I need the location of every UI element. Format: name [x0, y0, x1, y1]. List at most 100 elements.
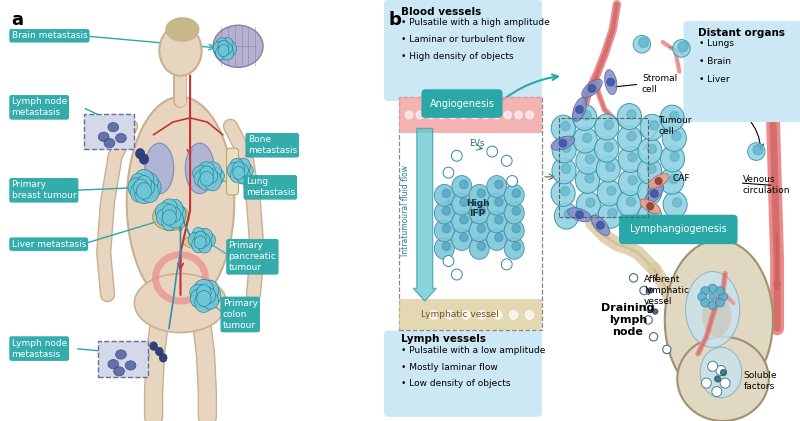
Circle shape	[477, 189, 486, 197]
Circle shape	[576, 106, 583, 113]
Ellipse shape	[486, 229, 506, 250]
Circle shape	[494, 311, 502, 319]
Ellipse shape	[236, 168, 250, 183]
Circle shape	[562, 143, 571, 152]
Ellipse shape	[142, 173, 158, 192]
Circle shape	[561, 122, 570, 131]
Circle shape	[647, 144, 657, 154]
Ellipse shape	[130, 183, 146, 202]
Ellipse shape	[206, 167, 224, 185]
Ellipse shape	[576, 148, 600, 174]
Ellipse shape	[598, 202, 622, 228]
Circle shape	[630, 274, 638, 282]
Circle shape	[582, 111, 591, 120]
Text: Venous
circulation: Venous circulation	[742, 175, 790, 195]
Text: • Lungs: • Lungs	[699, 39, 734, 48]
Ellipse shape	[708, 284, 718, 293]
FancyArrow shape	[414, 128, 436, 301]
Text: Lung
metastasis: Lung metastasis	[246, 177, 295, 197]
Ellipse shape	[576, 192, 600, 218]
Circle shape	[460, 233, 468, 242]
Ellipse shape	[204, 162, 222, 180]
Ellipse shape	[598, 180, 622, 206]
Ellipse shape	[237, 164, 249, 177]
Ellipse shape	[183, 235, 212, 249]
Circle shape	[442, 207, 450, 215]
Ellipse shape	[190, 284, 207, 301]
Circle shape	[576, 211, 583, 218]
Circle shape	[442, 224, 450, 233]
Ellipse shape	[236, 158, 250, 173]
Ellipse shape	[573, 127, 598, 153]
Ellipse shape	[504, 202, 524, 224]
Circle shape	[478, 311, 486, 319]
Circle shape	[702, 378, 711, 388]
Ellipse shape	[213, 42, 225, 55]
Ellipse shape	[115, 133, 126, 143]
Ellipse shape	[134, 179, 148, 196]
Text: Lymph vessels: Lymph vessels	[401, 334, 486, 344]
Circle shape	[443, 256, 454, 266]
Ellipse shape	[638, 138, 662, 164]
Text: Primary
pancreatic
tumour: Primary pancreatic tumour	[229, 241, 276, 272]
Ellipse shape	[434, 202, 454, 224]
Circle shape	[512, 189, 521, 197]
FancyBboxPatch shape	[85, 114, 134, 149]
Ellipse shape	[200, 171, 214, 186]
Ellipse shape	[194, 236, 206, 249]
Circle shape	[502, 155, 512, 166]
Text: Liver metastasis: Liver metastasis	[11, 240, 86, 249]
Circle shape	[460, 180, 468, 189]
Ellipse shape	[202, 293, 218, 309]
FancyBboxPatch shape	[398, 97, 542, 133]
Circle shape	[526, 111, 534, 119]
Ellipse shape	[190, 289, 206, 308]
Ellipse shape	[709, 293, 716, 300]
Ellipse shape	[193, 165, 210, 181]
Circle shape	[650, 333, 658, 341]
Circle shape	[512, 207, 521, 215]
Ellipse shape	[596, 156, 620, 182]
Circle shape	[462, 311, 470, 319]
Ellipse shape	[200, 166, 214, 181]
Ellipse shape	[660, 168, 684, 194]
Text: Primary
colon
tumour: Primary colon tumour	[222, 299, 258, 330]
Circle shape	[586, 198, 595, 207]
Ellipse shape	[194, 292, 213, 312]
Ellipse shape	[452, 229, 472, 250]
Circle shape	[647, 185, 656, 195]
Circle shape	[504, 111, 511, 119]
Circle shape	[494, 198, 503, 206]
Ellipse shape	[663, 192, 687, 218]
Text: High
IFP: High IFP	[466, 199, 490, 218]
Text: Soluble
factors: Soluble factors	[744, 371, 778, 391]
Ellipse shape	[134, 185, 154, 204]
Ellipse shape	[204, 171, 222, 191]
Circle shape	[646, 303, 654, 312]
Circle shape	[139, 154, 149, 164]
Circle shape	[561, 187, 570, 196]
Ellipse shape	[573, 104, 597, 131]
Ellipse shape	[638, 203, 662, 229]
Ellipse shape	[188, 232, 202, 248]
Ellipse shape	[98, 132, 109, 141]
Text: • High density of objects: • High density of objects	[401, 52, 514, 61]
Ellipse shape	[551, 180, 575, 206]
Circle shape	[640, 286, 648, 295]
Circle shape	[606, 163, 615, 172]
Circle shape	[653, 309, 658, 314]
Text: Angiogenesis: Angiogenesis	[430, 99, 494, 109]
Circle shape	[608, 208, 617, 218]
Circle shape	[604, 142, 614, 152]
Ellipse shape	[145, 143, 174, 194]
Ellipse shape	[233, 162, 245, 175]
Text: Lymphatic vessel: Lymphatic vessel	[422, 310, 499, 320]
Circle shape	[588, 85, 596, 92]
Ellipse shape	[486, 211, 506, 233]
Ellipse shape	[162, 210, 176, 225]
Text: Primary
breast tumour: Primary breast tumour	[11, 180, 76, 200]
Ellipse shape	[673, 40, 690, 57]
Circle shape	[482, 111, 490, 119]
FancyBboxPatch shape	[398, 97, 542, 330]
Ellipse shape	[698, 293, 707, 301]
